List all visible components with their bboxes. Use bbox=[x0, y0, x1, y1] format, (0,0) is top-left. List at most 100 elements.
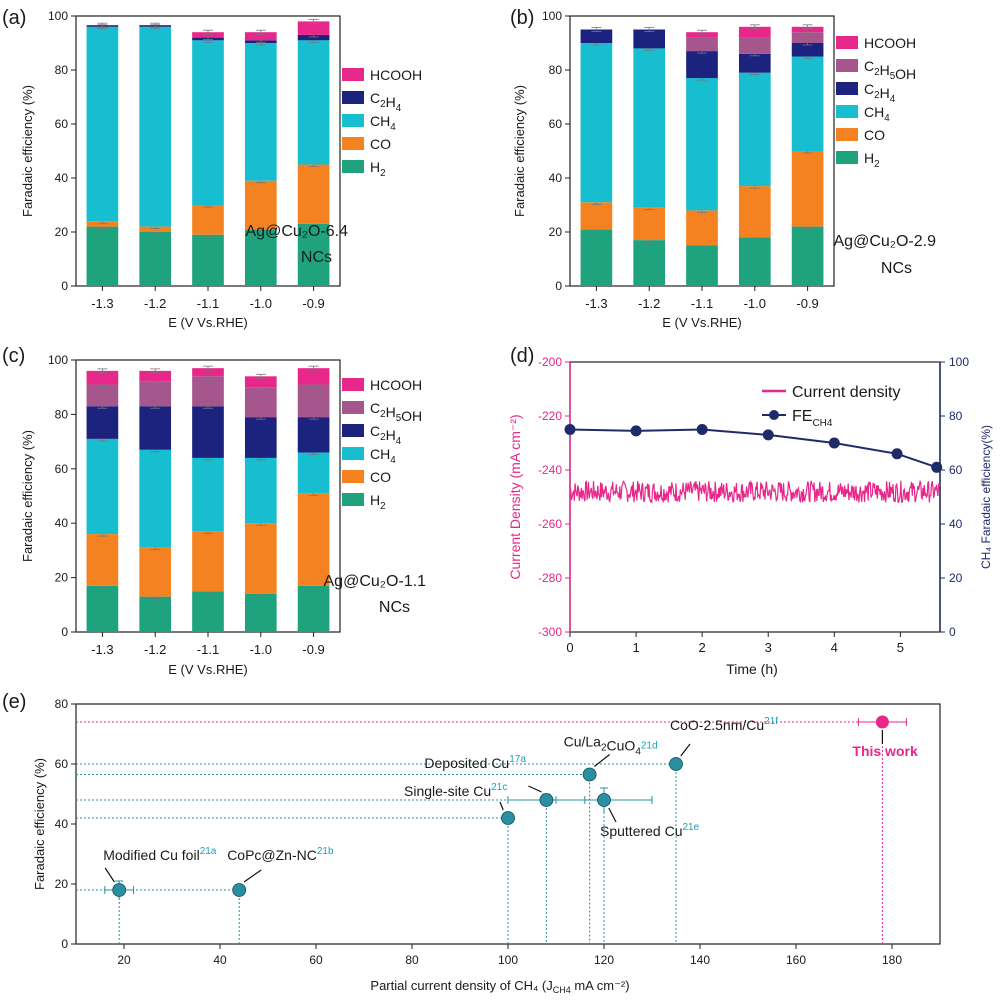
bar-co--0-9 bbox=[297, 164, 330, 224]
x-tick-label-40: 40 bbox=[213, 953, 227, 967]
bar-ch4--1-2 bbox=[633, 48, 666, 208]
y-tick-label-0: 0 bbox=[61, 279, 68, 293]
bar-hcooh--1-1 bbox=[192, 32, 224, 38]
label-text: Deposited Cu bbox=[424, 755, 509, 771]
label-sub: 2 bbox=[601, 743, 607, 754]
x-tick-label-180: 180 bbox=[882, 953, 902, 967]
label-text: This work bbox=[852, 743, 918, 759]
label-ref: 21d bbox=[641, 741, 658, 752]
point-copc-zn-nc bbox=[232, 883, 247, 897]
legend-label-h2-part: H bbox=[370, 492, 380, 508]
right-y-tick-label-40: 40 bbox=[949, 517, 963, 531]
x-tick-label--1-3: -1.3 bbox=[585, 296, 607, 311]
bar-c2h4--1-2 bbox=[633, 29, 666, 49]
bar-c2h5oh--1-1 bbox=[192, 376, 224, 407]
y-tick-label-20: 20 bbox=[55, 571, 69, 585]
legend-current-density-label: Current density bbox=[792, 384, 901, 401]
label-text: Cu/La bbox=[564, 734, 602, 750]
legend-label-h2-sub: 2 bbox=[874, 159, 879, 170]
y-tick-label-100: 100 bbox=[48, 353, 68, 367]
panel-c-annotation-line2: NCs bbox=[379, 599, 410, 616]
bar-c2h5oh--1-0 bbox=[244, 387, 277, 418]
panel-e-y-ticks: 0 20 40 60 80 bbox=[55, 697, 76, 951]
legend-swatch-co bbox=[836, 128, 858, 141]
legend-fe-label-main: FE bbox=[792, 408, 812, 425]
legend-label-h2-part: H bbox=[864, 150, 874, 166]
legend-fe-swatch-marker bbox=[769, 410, 779, 420]
panel-c-x-ticks: -1.3 -1.2 -1.1 -1.0 -0.9 bbox=[91, 632, 325, 657]
panel-b-y-ticks: 0 20 40 60 80 100 bbox=[542, 9, 570, 293]
bar-h2--1-0 bbox=[244, 229, 277, 286]
bar-hcooh--0-9 bbox=[297, 21, 330, 35]
x-tick-label-60: 60 bbox=[309, 953, 323, 967]
point-label-coo-2-5nm-cu: CoO-2.5nm/Cu21f bbox=[670, 716, 778, 733]
right-y-tick-label-100: 100 bbox=[949, 355, 969, 369]
label-text: CoO-2.5nm/Cu bbox=[670, 717, 764, 733]
label-ref: 21b bbox=[317, 846, 334, 857]
legend-label-hcooh-part: HCOOH bbox=[864, 35, 916, 51]
y-tick-label-60: 60 bbox=[55, 117, 69, 131]
legend-label-c2h4-part: C bbox=[370, 423, 380, 439]
panel-c-y-axis-label: Faradaic efficiency (%) bbox=[20, 430, 35, 562]
legend-swatch-ch4 bbox=[342, 447, 364, 460]
point-single-site-cu bbox=[501, 811, 515, 825]
bar-ch4--1-3 bbox=[580, 43, 613, 203]
panel-b-y-axis-label: Faradaic efficiency (%) bbox=[512, 85, 527, 217]
panel-c-letter: (c) bbox=[2, 345, 25, 367]
x-tick-label--1-3: -1.3 bbox=[91, 642, 113, 657]
legend-fe-label-sub: CH4 bbox=[812, 418, 832, 429]
legend-label-c2h5oh-part: C bbox=[370, 400, 380, 416]
point-label-single-site-cu: Single-site Cu21c bbox=[404, 782, 507, 799]
bar-co--0-9 bbox=[297, 493, 330, 586]
y-tick-label-40: 40 bbox=[55, 516, 69, 530]
panel-c-x-axis-label: E (V Vs.RHE) bbox=[168, 662, 247, 677]
fe-point-0 bbox=[564, 424, 576, 435]
legend-label-c2h4-sub: 4 bbox=[396, 436, 402, 447]
legend-label-c2h4-part: C bbox=[370, 90, 380, 106]
x-tick-label-2: 2 bbox=[699, 640, 706, 655]
legend-label-c2h5oh: C2H5OH bbox=[864, 58, 916, 82]
legend-label-c2h4: C2H4 bbox=[370, 423, 402, 447]
bar-co--1-0 bbox=[738, 186, 771, 238]
legend-label-c2h4-sub: 2 bbox=[380, 432, 385, 443]
panel-c-stacked-bar-chart: (c) 0 20 40 60 80 100 -1.3 -1.2 -1.1 -1.0 -0.9 E … bbox=[2, 345, 426, 677]
legend-swatch-h2 bbox=[342, 160, 364, 173]
panel-a-stacked-bar-chart: (a) 0 20 40 60 80 100 -1.3 -1.2 -1.1 -1.0 -0.9 E … bbox=[2, 7, 422, 330]
legend-label-hcooh: HCOOH bbox=[370, 377, 422, 393]
label-sub: 4 bbox=[635, 747, 641, 758]
panel-a-annotation-line2: NCs bbox=[301, 249, 332, 266]
panel-d-left-y-axis-label: Current Density (mA cm⁻²) bbox=[507, 414, 523, 579]
current-density-trace bbox=[569, 479, 941, 505]
label-ref: 21c bbox=[491, 782, 507, 793]
y-tick-label-20: 20 bbox=[55, 225, 69, 239]
bar-c2h4--0-9 bbox=[791, 43, 824, 57]
y-tick-label-40: 40 bbox=[55, 817, 69, 831]
x-tick-label-160: 160 bbox=[786, 953, 806, 967]
legend-swatch-c2h4 bbox=[836, 82, 858, 95]
bar-ch4--1-1 bbox=[192, 457, 224, 532]
bar-h2--1-3 bbox=[86, 226, 119, 286]
legend-label-c2h5oh-sub: 5 bbox=[396, 413, 402, 424]
legend-label-c2h5oh-part: OH bbox=[401, 408, 422, 424]
point-modified-cu-foil bbox=[112, 883, 127, 897]
point-label-this-work: This work bbox=[852, 743, 918, 759]
x-tick-label--1-1: -1.1 bbox=[197, 642, 219, 657]
right-y-tick-label-0: 0 bbox=[949, 625, 956, 639]
panel-b-x-axis-label: E (V Vs.RHE) bbox=[662, 315, 741, 330]
legend-label-h2-sub: 2 bbox=[380, 168, 385, 179]
panel-b-letter: (b) bbox=[510, 7, 534, 29]
x-tick-label--1-2: -1.2 bbox=[144, 642, 166, 657]
left-y-tick-label--240: -240 bbox=[538, 463, 562, 477]
legend-label-co-part: CO bbox=[370, 136, 391, 152]
x-tick-label-20: 20 bbox=[117, 953, 131, 967]
bar-co--1-0 bbox=[244, 180, 277, 230]
point-label-copc-zn-nc: CoPc@Zn-NC21b bbox=[227, 846, 334, 863]
label-text: Modified Cu foil bbox=[103, 847, 200, 863]
bar-co--0-9 bbox=[791, 151, 824, 227]
x-tick-label--0-9: -0.9 bbox=[796, 296, 818, 311]
legend-label-ch4-part: CH bbox=[864, 104, 884, 120]
legend-swatch-h2 bbox=[836, 151, 858, 164]
bar-h2--1-1 bbox=[192, 591, 224, 632]
legend-label-co-part: CO bbox=[370, 469, 391, 485]
